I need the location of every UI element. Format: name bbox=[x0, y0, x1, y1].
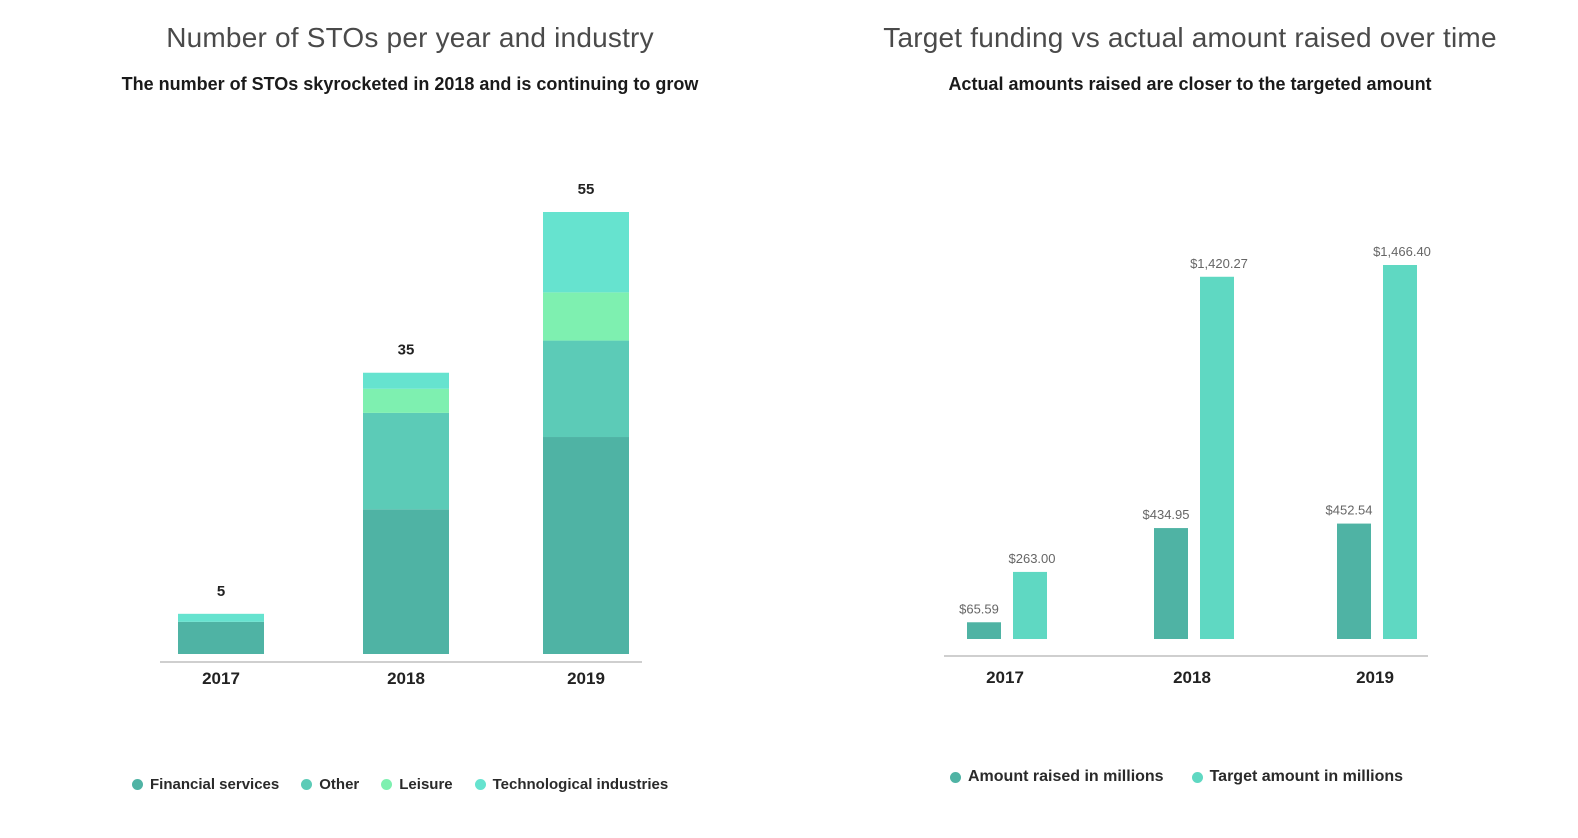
legend-item: Technological industries bbox=[474, 776, 669, 793]
bar-total-label: 5 bbox=[217, 583, 225, 600]
legend-item: Leisure bbox=[381, 776, 453, 793]
bar bbox=[1013, 571, 1047, 639]
chart-title: Target funding vs actual amount raised o… bbox=[883, 22, 1497, 53]
x-tick-label: 2019 bbox=[1356, 668, 1394, 687]
sto-count-chart-panel: Number of STOs per year and industry The… bbox=[121, 22, 699, 793]
x-tick-label: 2017 bbox=[202, 669, 240, 688]
bar-value-label: $263.00 bbox=[1009, 551, 1056, 566]
legend-label: Technological industries bbox=[492, 776, 669, 793]
chart-subtitle: The number of STOs skyrocketed in 2018 a… bbox=[121, 74, 699, 94]
bar-value-label: $65.59 bbox=[959, 601, 999, 616]
funding-chart-panel: Target funding vs actual amount raised o… bbox=[800, 0, 1578, 838]
chart-legend: Amount raised in millions Target amount i… bbox=[950, 768, 1403, 786]
legend-swatch bbox=[1191, 771, 1203, 783]
bar-segment bbox=[178, 621, 264, 654]
chart-title: Number of STOs per year and industry bbox=[166, 22, 654, 53]
chart-legend: Financial services Other Leisure Technologi… bbox=[132, 776, 668, 793]
bar bbox=[967, 622, 1001, 639]
bar bbox=[1200, 276, 1234, 639]
bar bbox=[1154, 528, 1188, 639]
bar-segment bbox=[363, 372, 449, 389]
stacked-bar-chart: 5 2017 35 2018 55 2019 bbox=[160, 181, 642, 688]
bar-value-label: $1,420.27 bbox=[1190, 256, 1248, 271]
x-tick-label: 2018 bbox=[387, 669, 425, 688]
grouped-bar-chart: $65.59 $263.00 2017 $434.95 $1,420.27 2018 $45… bbox=[944, 244, 1431, 687]
bar-value-label: $434.95 bbox=[1143, 507, 1190, 522]
legend-label: Amount raised in millions bbox=[968, 768, 1164, 785]
bar-value-label: $452.54 bbox=[1326, 503, 1373, 518]
legend-swatch bbox=[381, 779, 393, 790]
legend-swatch bbox=[301, 779, 313, 790]
legend-label: Target amount in millions bbox=[1209, 768, 1404, 785]
legend-label: Other bbox=[319, 776, 360, 793]
bar-total-label: 35 bbox=[398, 342, 415, 359]
bar bbox=[1383, 265, 1417, 639]
bar-segment bbox=[363, 509, 449, 654]
bar-segment bbox=[543, 212, 629, 293]
legend-item: Target amount in millions bbox=[1191, 768, 1404, 786]
bar-segment bbox=[363, 412, 449, 510]
bar-total-label: 55 bbox=[578, 181, 595, 198]
chart-subtitle: Actual amounts raised are closer to the … bbox=[948, 74, 1432, 94]
bar-value-label: $1,466.40 bbox=[1373, 244, 1431, 259]
bar-segment bbox=[178, 613, 264, 622]
legend-label: Leisure bbox=[399, 776, 453, 793]
x-tick-label: 2018 bbox=[1173, 668, 1211, 687]
bar-segment bbox=[543, 437, 629, 654]
bar-segment bbox=[543, 292, 629, 341]
legend-label: Financial services bbox=[150, 776, 280, 793]
bar bbox=[1337, 523, 1371, 639]
legend-item: Financial services bbox=[132, 776, 279, 793]
x-tick-label: 2019 bbox=[567, 669, 605, 688]
bar-segment bbox=[543, 340, 629, 438]
legend-item: Other bbox=[301, 776, 359, 793]
x-tick-label: 2017 bbox=[986, 668, 1024, 687]
legend-swatch bbox=[132, 779, 143, 790]
legend-item: Amount raised in millions bbox=[950, 768, 1164, 786]
legend-swatch bbox=[950, 771, 961, 783]
bar-segment bbox=[363, 388, 449, 413]
legend-swatch bbox=[474, 779, 486, 790]
